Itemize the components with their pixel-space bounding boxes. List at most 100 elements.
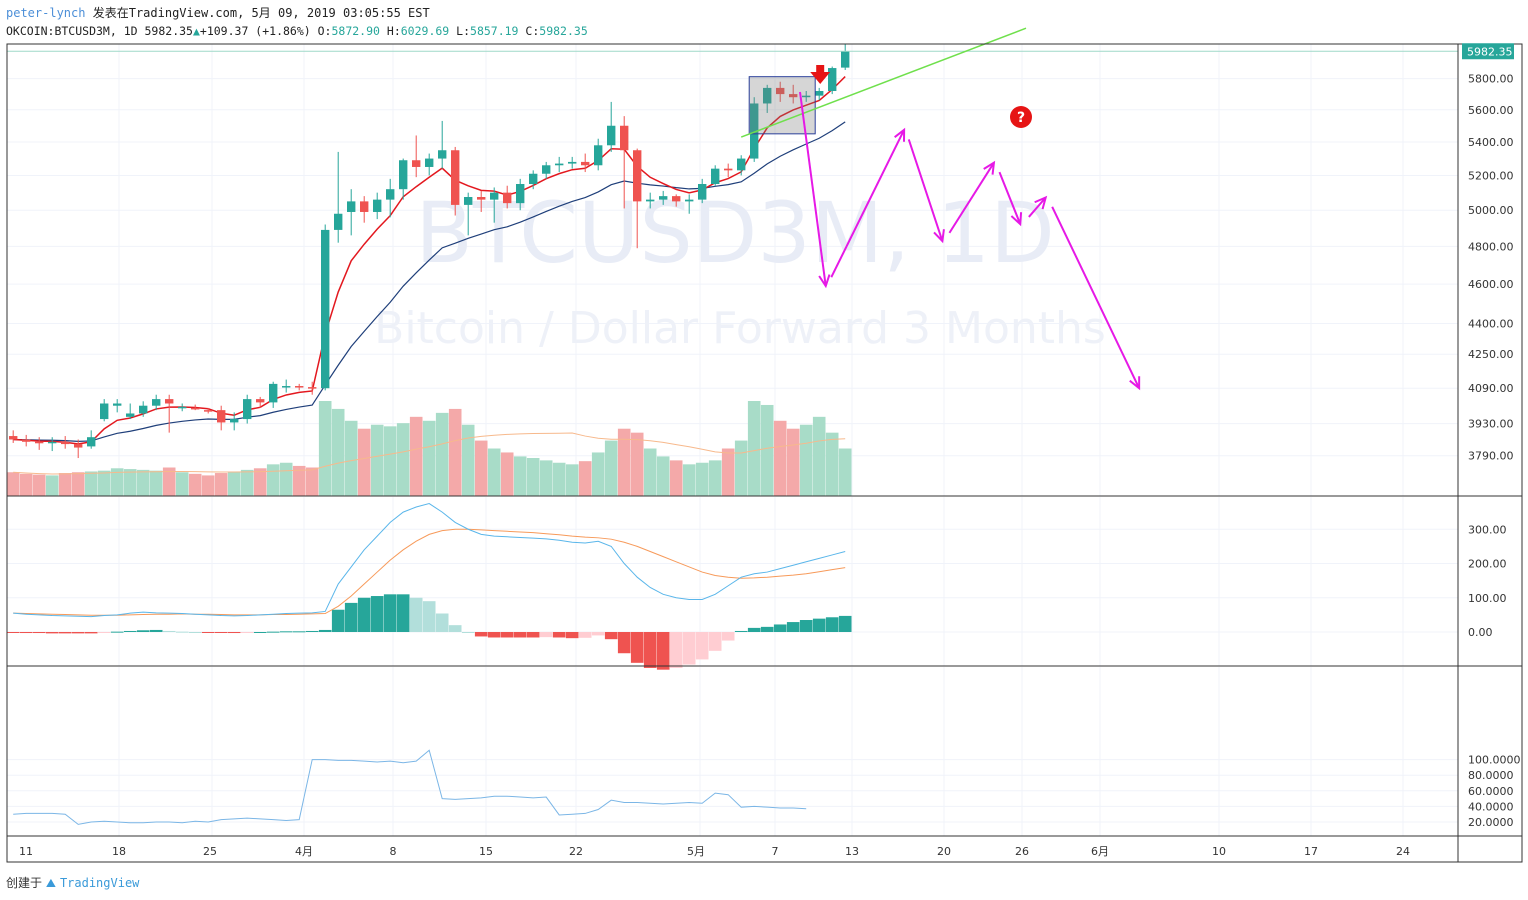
- macd-histogram-bar: [721, 632, 735, 641]
- x-tick-label: 22: [569, 845, 583, 858]
- y-tick-label: 4400.00: [1468, 317, 1514, 330]
- macd-histogram-bar: [474, 632, 488, 637]
- author-link[interactable]: peter-lynch: [6, 6, 86, 20]
- candle-body: [607, 125, 616, 146]
- y-tick-label: 0.00: [1468, 626, 1493, 639]
- candle-body: [685, 199, 694, 202]
- projection-arrowhead: [983, 160, 996, 175]
- volume-bars: [6, 401, 852, 496]
- candle-body: [204, 410, 213, 412]
- volume-ma-line: [13, 432, 846, 475]
- projection-segment: [830, 129, 906, 278]
- candle-body: [399, 160, 408, 190]
- candle-body: [763, 87, 772, 104]
- question-icon: [1010, 106, 1032, 128]
- candle-body: [711, 168, 720, 185]
- annotations: ?: [7, 27, 1458, 391]
- macd-histogram-bar: [591, 632, 605, 636]
- macd-histogram-bar: [630, 632, 644, 663]
- oscillator-line: [13, 749, 807, 825]
- volume-bar: [253, 468, 267, 496]
- candle-body: [451, 150, 460, 205]
- x-tick-label: 26: [1015, 845, 1029, 858]
- candle-body: [386, 189, 395, 200]
- volume-bar: [19, 473, 33, 496]
- time-axis[interactable]: 11 18 25 4月 8 15 22 5月 7 13 20 26 6月 10 17 24: [19, 845, 1410, 858]
- volume-bar: [396, 423, 410, 496]
- candle-body: [269, 383, 278, 403]
- volume-bar: [409, 416, 423, 496]
- volume-bar: [565, 464, 579, 496]
- macd-histogram-bar: [318, 629, 332, 632]
- candle-body: [750, 103, 759, 159]
- candle-body: [659, 196, 668, 200]
- x-tick-label: 20: [937, 845, 951, 858]
- low-value: 5857.19: [470, 24, 519, 38]
- macd-histogram-bar: [253, 632, 267, 633]
- macd-histogram-bar: [825, 617, 839, 632]
- y-tick-label: 60.0000: [1468, 785, 1514, 798]
- volume-bar: [552, 462, 566, 496]
- volume-bar: [786, 428, 800, 496]
- tradingview-brand[interactable]: TradingView: [59, 876, 140, 890]
- volume-bar: [838, 448, 852, 496]
- macd-histogram-bar: [682, 632, 696, 665]
- volume-bar: [656, 456, 670, 496]
- candle-body: [672, 196, 681, 202]
- candle-body: [373, 199, 382, 212]
- candle-body: [360, 201, 369, 212]
- volume-bar: [760, 404, 774, 496]
- candle-body: [126, 413, 135, 417]
- candle-body: [490, 192, 499, 200]
- volume-bar: [422, 420, 436, 496]
- volume-bar: [58, 473, 72, 496]
- projection-arrowhead: [818, 274, 831, 289]
- volume-bar: [474, 440, 488, 496]
- y-tick-label: 4090.00: [1468, 382, 1514, 395]
- macd-histogram-bar: [448, 625, 462, 632]
- volume-bar: [266, 464, 280, 496]
- candle-body: [35, 441, 44, 444]
- macd-histogram-bar: [240, 632, 254, 633]
- volume-bar: [825, 432, 839, 496]
- macd-histogram-bar: [578, 632, 592, 638]
- candle-body: [464, 197, 473, 205]
- volume-bar: [110, 468, 124, 496]
- candles: [9, 44, 850, 459]
- volume-bar: [214, 473, 228, 496]
- macd-histogram-bar: [669, 632, 683, 668]
- volume-bar: [344, 420, 358, 496]
- tradingview-logo-icon: ⛰: [45, 876, 56, 890]
- macd-histogram-bar: [149, 629, 163, 632]
- macd-histogram-bar: [747, 627, 761, 632]
- candle-body: [828, 68, 837, 91]
- volume-bar: [162, 467, 176, 496]
- volume-bar: [305, 467, 319, 496]
- y-tick-label: 3930.00: [1468, 418, 1514, 431]
- macd-histogram-bar: [357, 597, 371, 632]
- candle-body: [542, 165, 551, 174]
- candle-body: [256, 399, 265, 403]
- candle-body: [347, 201, 356, 212]
- candle-body: [191, 407, 200, 410]
- candle-body: [438, 150, 447, 159]
- volume-bar: [188, 473, 202, 496]
- y-tick-label: 3790.00: [1468, 450, 1514, 463]
- macd-histogram-bar: [409, 597, 423, 632]
- macd-histogram-bar: [643, 632, 657, 668]
- candle-body: [243, 399, 252, 420]
- publish-info: 发表在TradingView.com, 5月 09, 2019 03:05:55…: [92, 6, 430, 20]
- macd-histogram-bar: [162, 630, 176, 632]
- volume-bar: [747, 401, 761, 496]
- price-axis[interactable]: 3790.00 3930.00 4090.00 4250.00 4400.00 4600.…: [1462, 43, 1521, 829]
- x-tick-label: 8: [390, 845, 397, 858]
- volume-bar: [500, 452, 514, 496]
- macd-histogram-bar: [370, 596, 384, 632]
- macd-histogram-bar: [617, 632, 631, 654]
- projection-segment: [799, 91, 827, 287]
- macd-histogram-bar: [604, 632, 618, 640]
- chart-header-line1: peter-lynch 发表在TradingView.com, 5月 09, 2…: [6, 4, 430, 21]
- last-price: 5982.35: [144, 24, 193, 38]
- candle-body: [620, 125, 629, 151]
